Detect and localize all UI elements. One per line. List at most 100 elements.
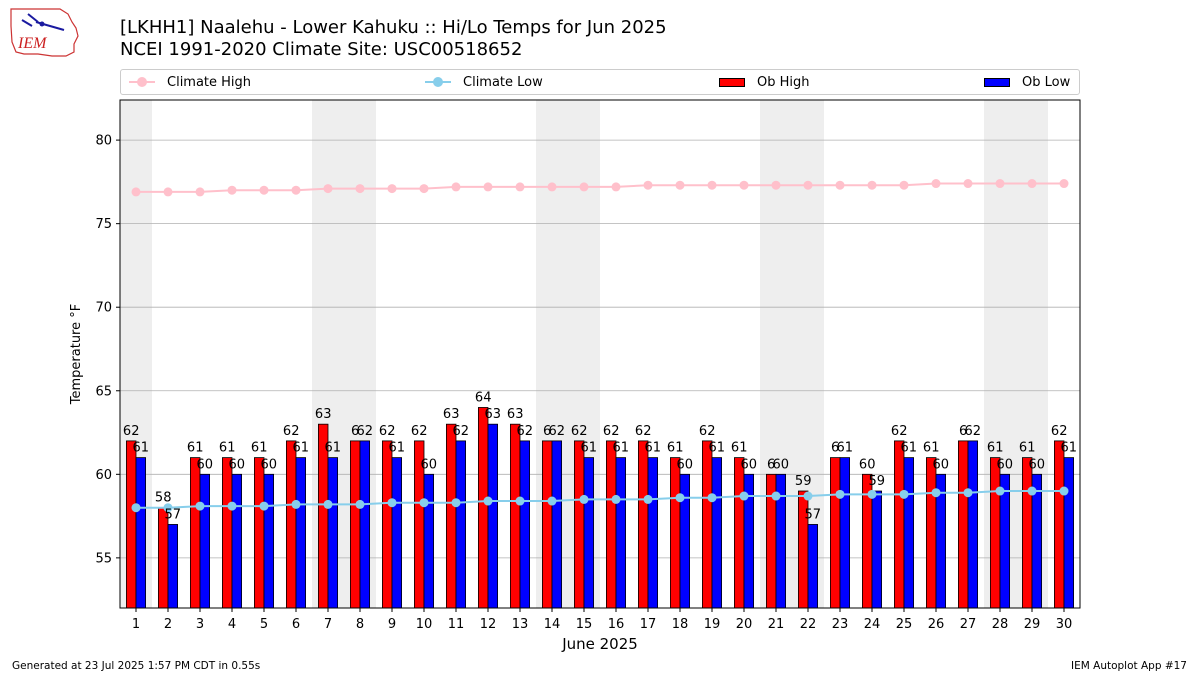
ob-low-value-label: 62 bbox=[549, 424, 566, 439]
ob-low-bar-day-6 bbox=[295, 457, 307, 609]
climate-low-point bbox=[771, 491, 781, 501]
ob-high-value-label: 61 bbox=[219, 441, 236, 456]
ob-high-bar-day-25 bbox=[894, 440, 905, 609]
plot-frame bbox=[119, 99, 1081, 609]
ob-high-value-label: 62 bbox=[699, 424, 716, 439]
climate-high-point bbox=[835, 180, 845, 190]
legend-ob-low: Ob Low bbox=[984, 70, 1070, 94]
ob-low-bar-day-8 bbox=[359, 440, 371, 609]
climate-high-point bbox=[675, 180, 685, 190]
ob-low-bar-day-9 bbox=[391, 457, 403, 609]
x-tick-label-30: 30 bbox=[1056, 617, 1073, 632]
ob-high-value-label: 6 bbox=[543, 424, 551, 439]
x-tick-label-17: 17 bbox=[640, 617, 657, 632]
ob-low-bar-day-10 bbox=[423, 473, 435, 609]
climate-high-point bbox=[899, 180, 909, 190]
ob-low-bar-day-13 bbox=[519, 440, 531, 609]
x-tick-label-28: 28 bbox=[992, 617, 1009, 632]
climate-low-point bbox=[323, 499, 333, 509]
ob-high-value-label: 61 bbox=[1019, 441, 1036, 456]
climate-high-point bbox=[707, 180, 717, 190]
ob-high-value-label: 61 bbox=[731, 441, 748, 456]
ob-high-value-label: 63 bbox=[315, 407, 332, 422]
ob-low-bar-day-7 bbox=[327, 457, 339, 609]
ob-low-bar-day-30 bbox=[1063, 457, 1075, 609]
climate-low-point bbox=[739, 491, 749, 501]
ob-low-bar-day-3 bbox=[199, 473, 211, 609]
ob-low-value-label: 60 bbox=[933, 457, 950, 472]
climate-low-point bbox=[643, 494, 653, 504]
climate-low-point bbox=[355, 499, 365, 509]
climate-low-point bbox=[579, 494, 589, 504]
ob-high-value-label: 61 bbox=[187, 441, 204, 456]
climate-low-point bbox=[195, 501, 205, 511]
ob-high-value-label: 62 bbox=[1051, 424, 1068, 439]
ob-high-value-label: 62 bbox=[411, 424, 428, 439]
ob-high-bar-day-17 bbox=[638, 440, 649, 609]
ob-high-value-label: 59 bbox=[795, 474, 812, 489]
ob-high-value-label: 62 bbox=[379, 424, 396, 439]
climate-low-point bbox=[1027, 486, 1037, 496]
climate-low-point bbox=[611, 494, 621, 504]
ob-low-value-label: 60 bbox=[741, 457, 758, 472]
ob-high-value-label: 62 bbox=[283, 424, 300, 439]
x-tick-label-12: 12 bbox=[480, 617, 497, 632]
ob-low-value-label: 60 bbox=[197, 457, 214, 472]
ob-high-bar-day-29 bbox=[1022, 457, 1033, 609]
x-tick-label-4: 4 bbox=[228, 617, 236, 632]
ob-low-value-label: 60 bbox=[421, 457, 438, 472]
ob-high-bar-day-28 bbox=[990, 457, 1001, 609]
ob-low-value-label: 62 bbox=[965, 424, 982, 439]
climate-high-point bbox=[195, 187, 205, 197]
x-tick-label-13: 13 bbox=[512, 617, 529, 632]
ob-high-value-label: 6 bbox=[959, 424, 967, 439]
ob-low-bar-day-24 bbox=[871, 490, 883, 609]
legend-climate-high: Climate High bbox=[129, 70, 251, 94]
ob-low-bar-day-16 bbox=[615, 457, 627, 609]
y-tick-label-75: 75 bbox=[95, 217, 112, 232]
x-tick-label-11: 11 bbox=[448, 617, 465, 632]
climate-high-point bbox=[803, 180, 813, 190]
x-tick-label-6: 6 bbox=[292, 617, 300, 632]
climate-low-point bbox=[963, 488, 973, 498]
title-line-2: NCEI 1991-2020 Climate Site: USC00518652 bbox=[120, 39, 523, 60]
ob-high-swatch bbox=[719, 77, 745, 87]
climate-high-point bbox=[867, 180, 877, 190]
ob-low-value-label: 62 bbox=[517, 424, 534, 439]
x-tick-label-1: 1 bbox=[132, 617, 140, 632]
app-credit: IEM Autoplot App #17 bbox=[1071, 660, 1187, 672]
climate-high-point bbox=[515, 182, 525, 192]
x-tick-label-18: 18 bbox=[672, 617, 689, 632]
ob-low-bar-day-12 bbox=[487, 423, 499, 609]
climate-high-point bbox=[611, 182, 621, 192]
climate-low-point bbox=[515, 496, 525, 506]
climate-high-point bbox=[995, 179, 1005, 189]
ob-low-value-label: 61 bbox=[837, 441, 854, 456]
climate-high-point bbox=[547, 182, 557, 192]
ob-high-bar-day-5 bbox=[253, 457, 265, 609]
ob-low-value-label: 61 bbox=[325, 441, 342, 456]
ob-high-value-label: 62 bbox=[603, 424, 620, 439]
ob-high-bar-day-18 bbox=[670, 457, 681, 609]
y-tick-label-55: 55 bbox=[95, 551, 112, 566]
climate-low-point bbox=[163, 503, 173, 513]
climate-low-point bbox=[387, 498, 397, 508]
climate-high-point bbox=[963, 179, 973, 189]
ob-high-value-label: 6 bbox=[831, 441, 839, 456]
ob-high-bar-day-23 bbox=[830, 457, 841, 609]
climate-high-point bbox=[355, 184, 365, 194]
ob-high-bar-day-9 bbox=[381, 440, 393, 609]
climate-high-point bbox=[387, 184, 397, 194]
ob-low-bar-day-15 bbox=[583, 457, 595, 609]
ob-high-value-label: 61 bbox=[923, 441, 940, 456]
y-tick-label-80: 80 bbox=[95, 134, 112, 149]
climate-low-point bbox=[995, 486, 1005, 496]
ob-low-bar-day-22 bbox=[807, 524, 819, 609]
ob-low-bar-day-11 bbox=[455, 440, 467, 609]
ob-low-value-label: 60 bbox=[677, 457, 694, 472]
ob-low-value-label: 61 bbox=[1061, 441, 1078, 456]
x-tick-label-8: 8 bbox=[356, 617, 364, 632]
generated-note: Generated at 23 Jul 2025 1:57 PM CDT in … bbox=[12, 660, 261, 672]
climate-high-point bbox=[643, 180, 653, 190]
climate-low-point bbox=[483, 496, 493, 506]
